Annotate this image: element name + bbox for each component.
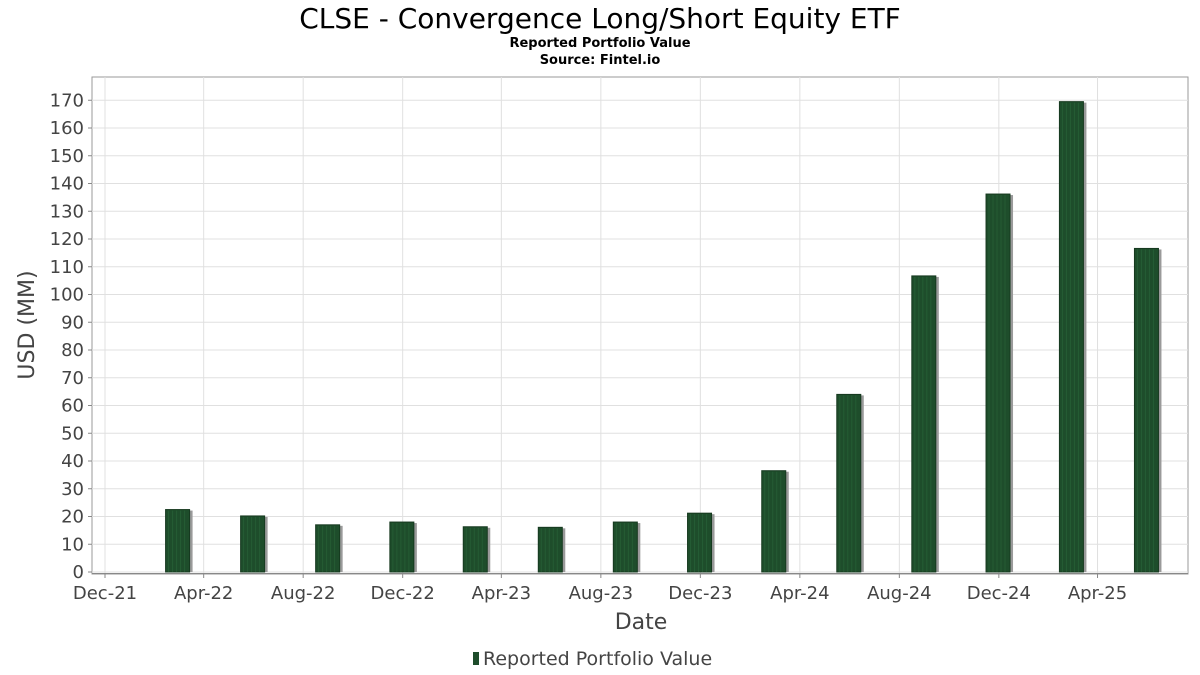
bar <box>687 512 715 573</box>
y-tick-label: 30 <box>61 479 84 500</box>
legend-label: Reported Portfolio Value <box>483 648 712 670</box>
x-axis-label: Date <box>615 610 668 635</box>
x-tick-label: Apr-24 <box>770 583 829 604</box>
bars <box>165 101 1162 573</box>
y-axis-label: USD (MM) <box>15 270 40 379</box>
bar <box>462 526 491 573</box>
bar-body <box>1058 101 1084 573</box>
y-tick-label: 60 <box>61 396 84 417</box>
bar-body <box>389 521 415 573</box>
bar <box>1058 101 1087 573</box>
bar-body <box>537 526 563 573</box>
bar-body <box>240 515 266 573</box>
x-tick-label: Aug-23 <box>569 583 634 604</box>
bar-body <box>462 526 488 573</box>
x-tick-label: Aug-22 <box>271 583 336 604</box>
y-tick-label: 80 <box>61 340 84 361</box>
y-tick-label: 40 <box>61 451 84 472</box>
x-tick-label: Apr-23 <box>472 583 531 604</box>
bar <box>985 193 1014 573</box>
x-tick-label: Apr-22 <box>174 583 233 604</box>
bar-body <box>612 521 638 573</box>
chart-subtitle: Reported Portfolio Value <box>509 36 690 51</box>
bar <box>761 470 789 573</box>
bar-body <box>911 275 937 573</box>
x-tick-label: Aug-24 <box>867 583 932 604</box>
x-tick-label: Dec-22 <box>371 583 435 604</box>
bar-body <box>985 193 1011 573</box>
bar <box>389 521 417 573</box>
y-tick-label: 10 <box>61 534 84 555</box>
y-tick-label: 70 <box>61 368 84 389</box>
y-tick-label: 150 <box>50 146 84 167</box>
legend: Reported Portfolio Value <box>473 648 712 670</box>
bar-body <box>1133 247 1159 573</box>
bar <box>165 509 193 573</box>
y-tick-label: 20 <box>61 507 84 528</box>
y-tick-label: 170 <box>50 90 84 111</box>
y-axis: 0 10 20 30 40 50 60 70 80 90 100 110 120 130 140 150 160… <box>50 90 92 583</box>
y-tick-label: 130 <box>50 201 84 222</box>
x-tick-label: Dec-21 <box>73 583 137 604</box>
bar <box>537 526 566 573</box>
bar <box>836 393 864 573</box>
bar-body <box>761 470 787 573</box>
bar-body <box>687 512 713 573</box>
legend-swatch <box>473 652 479 665</box>
bar <box>612 521 641 573</box>
bar <box>315 524 343 573</box>
bar-body <box>836 393 862 573</box>
plot-area <box>91 76 1189 575</box>
y-tick-label: 160 <box>50 118 84 139</box>
y-tick-label: 110 <box>50 257 84 278</box>
x-tick-label: Dec-24 <box>967 583 1031 604</box>
y-tick-label: 140 <box>50 174 84 195</box>
y-tick-label: 100 <box>50 285 84 306</box>
bar <box>1133 247 1162 573</box>
y-tick-label: 120 <box>50 229 84 250</box>
bar <box>911 275 939 573</box>
y-tick-label: 50 <box>61 423 84 444</box>
x-tick-label: Apr-25 <box>1068 583 1127 604</box>
bar <box>240 515 268 573</box>
x-tick-label: Dec-23 <box>668 583 732 604</box>
chart-source: Source: Fintel.io <box>540 53 661 68</box>
bar-body <box>165 509 191 573</box>
y-tick-label: 90 <box>61 312 84 333</box>
y-tick-label: 0 <box>73 562 84 583</box>
bar-body <box>315 524 341 573</box>
chart-title: CLSE - Convergence Long/Short Equity ETF <box>299 2 901 35</box>
x-axis: Dec-21 Apr-22 Aug-22 Dec-22 Apr-23 Aug-23 Dec-… <box>73 573 1188 604</box>
